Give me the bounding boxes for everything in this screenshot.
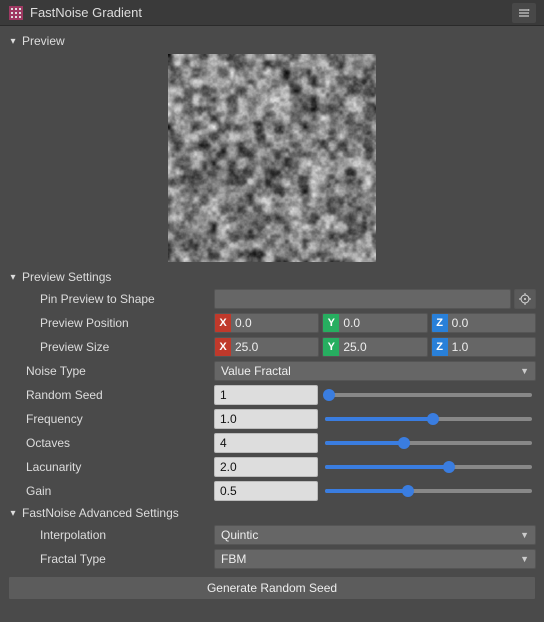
gain-label: Gain — [26, 484, 210, 498]
x-axis-icon: X — [215, 314, 231, 332]
gain-slider[interactable] — [321, 481, 536, 501]
preview-section-label: Preview — [22, 34, 65, 48]
fractal-type-select[interactable]: FBM▼ — [214, 549, 536, 569]
generate-random-seed-button[interactable]: Generate Random Seed — [8, 576, 536, 600]
noise-type-label: Noise Type — [26, 364, 210, 378]
frequency-label: Frequency — [26, 412, 210, 426]
frequency-row: Frequency 1.0 — [8, 408, 536, 430]
lacunarity-label: Lacunarity — [26, 460, 210, 474]
preview-position-label: Preview Position — [40, 316, 210, 330]
panel-menu-button[interactable] — [512, 3, 536, 23]
advanced-settings-header[interactable]: ▾ FastNoise Advanced Settings — [8, 504, 536, 522]
random-seed-row: Random Seed 1 — [8, 384, 536, 406]
pin-preview-label: Pin Preview to Shape — [40, 292, 210, 306]
frequency-slider[interactable] — [321, 409, 536, 429]
noise-type-row: Noise Type Value Fractal▼ — [8, 360, 536, 382]
noise-preview-canvas — [168, 54, 376, 262]
lacunarity-input[interactable]: 2.0 — [214, 457, 318, 477]
gain-row: Gain 0.5 — [8, 480, 536, 502]
random-seed-label: Random Seed — [26, 388, 210, 402]
z-axis-icon: Z — [432, 338, 448, 356]
octaves-row: Octaves 4 — [8, 432, 536, 454]
preview-section-header[interactable]: ▾ Preview — [8, 32, 536, 50]
position-x-input[interactable]: X0.0 — [214, 313, 319, 333]
advanced-settings-label: FastNoise Advanced Settings — [22, 506, 179, 520]
preview-settings-header[interactable]: ▾ Preview Settings — [8, 268, 536, 286]
fractal-type-row: Fractal Type FBM▼ — [8, 548, 536, 570]
chevron-down-icon: ▼ — [520, 366, 529, 376]
y-axis-icon: Y — [323, 338, 339, 356]
preview-size-label: Preview Size — [40, 340, 210, 354]
interpolation-select[interactable]: Quintic▼ — [214, 525, 536, 545]
preview-size-row: Preview Size X25.0 Y25.0 Z1.0 — [8, 336, 536, 358]
x-axis-icon: X — [215, 338, 231, 356]
pin-preview-picker-button[interactable] — [514, 289, 536, 309]
position-y-input[interactable]: Y0.0 — [322, 313, 427, 333]
frequency-input[interactable]: 1.0 — [214, 409, 318, 429]
pin-preview-field[interactable] — [214, 289, 511, 309]
size-z-input[interactable]: Z1.0 — [431, 337, 536, 357]
z-axis-icon: Z — [432, 314, 448, 332]
component-icon — [8, 5, 24, 21]
lacunarity-slider[interactable] — [321, 457, 536, 477]
caret-down-icon: ▾ — [8, 36, 18, 47]
size-x-input[interactable]: X25.0 — [214, 337, 319, 357]
gain-input[interactable]: 0.5 — [214, 481, 318, 501]
position-z-input[interactable]: Z0.0 — [431, 313, 536, 333]
y-axis-icon: Y — [323, 314, 339, 332]
panel-title: FastNoise Gradient — [30, 5, 512, 20]
random-seed-slider[interactable] — [321, 385, 536, 405]
preview-position-row: Preview Position X0.0 Y0.0 Z0.0 — [8, 312, 536, 334]
preview-container — [8, 52, 536, 266]
lacunarity-row: Lacunarity 2.0 — [8, 456, 536, 478]
pin-preview-row: Pin Preview to Shape — [8, 288, 536, 310]
noise-type-select[interactable]: Value Fractal▼ — [214, 361, 536, 381]
panel-header: FastNoise Gradient — [0, 0, 544, 26]
random-seed-input[interactable]: 1 — [214, 385, 318, 405]
caret-down-icon: ▾ — [8, 508, 18, 519]
size-y-input[interactable]: Y25.0 — [322, 337, 427, 357]
fractal-type-label: Fractal Type — [40, 552, 210, 566]
chevron-down-icon: ▼ — [520, 554, 529, 564]
octaves-label: Octaves — [26, 436, 210, 450]
interpolation-label: Interpolation — [40, 528, 210, 542]
octaves-input[interactable]: 4 — [214, 433, 318, 453]
preview-settings-label: Preview Settings — [22, 270, 111, 284]
octaves-slider[interactable] — [321, 433, 536, 453]
caret-down-icon: ▾ — [8, 272, 18, 283]
chevron-down-icon: ▼ — [520, 530, 529, 540]
interpolation-row: Interpolation Quintic▼ — [8, 524, 536, 546]
